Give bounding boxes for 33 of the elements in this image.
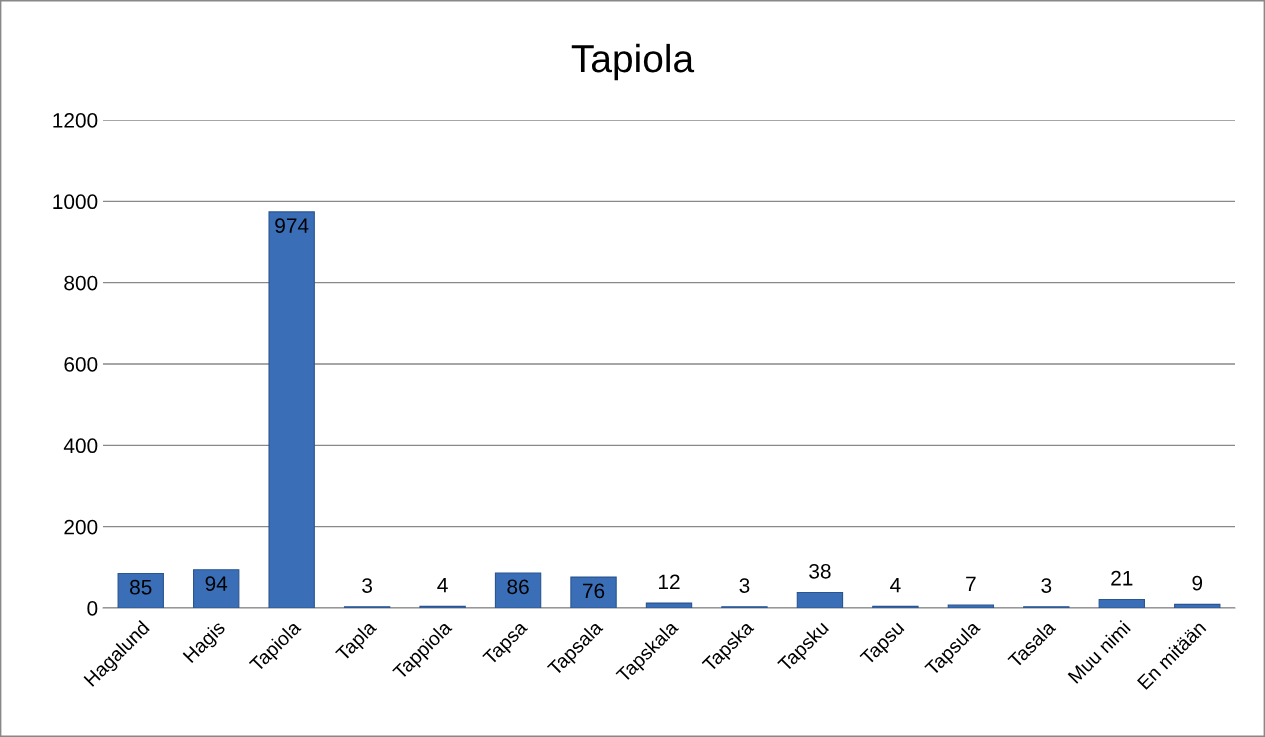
x-tick-label: Muu nimi xyxy=(1067,620,1131,684)
data-label: 7 xyxy=(966,576,976,592)
data-label: 94 xyxy=(205,576,228,591)
data-label: 76 xyxy=(583,583,605,599)
y-tick-label: 600 xyxy=(64,357,98,372)
data-label: 3 xyxy=(1041,578,1052,593)
bar xyxy=(796,591,844,608)
bar xyxy=(268,211,315,608)
bar xyxy=(494,572,542,608)
y-tick-label: 400 xyxy=(63,438,98,454)
y-tick-label: 0 xyxy=(87,601,98,616)
bar xyxy=(570,576,617,608)
bar xyxy=(1098,598,1145,608)
data-label: 4 xyxy=(890,577,901,593)
data-label: 4 xyxy=(437,577,448,593)
bar xyxy=(645,602,693,608)
y-tick-label: 1200 xyxy=(53,113,98,128)
data-label: 974 xyxy=(275,218,309,234)
data-label: 86 xyxy=(507,579,529,595)
y-tick-label: 800 xyxy=(64,275,98,291)
data-label: 9 xyxy=(1192,575,1203,591)
chart-title: Tapiola xyxy=(571,43,695,81)
data-label: 12 xyxy=(659,574,680,590)
bar xyxy=(1174,603,1221,608)
y-tick-label: 200 xyxy=(64,519,98,535)
data-label: 85 xyxy=(130,579,152,595)
data-label: 3 xyxy=(739,578,750,593)
y-tick-label: 1000 xyxy=(53,194,98,210)
data-label: 21 xyxy=(1111,570,1133,586)
data-label: 3 xyxy=(362,578,373,593)
bar xyxy=(117,572,164,608)
bar xyxy=(193,569,240,608)
data-label: 38 xyxy=(809,563,831,579)
